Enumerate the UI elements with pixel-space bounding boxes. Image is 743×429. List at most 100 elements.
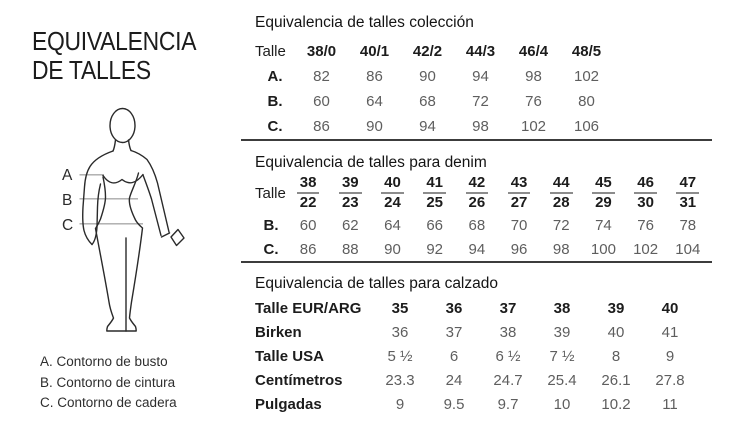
size-value: 102 [520,118,547,135]
size-value: 9.5 [443,395,465,413]
column-header-talle: Talle [255,184,286,202]
row-label: Talle EUR/ARG [255,299,362,317]
silhouette-outline [82,107,185,332]
size-value: 6 [449,347,459,365]
section-title-calzado: Equivalencia de talles para calzado [255,275,498,292]
size-value: 25.4 [547,371,577,389]
figure-label-c: C [62,217,73,234]
measure-lines [79,174,143,225]
size-value: 7 ½ [549,347,575,365]
size-value: 76 [525,93,542,110]
page-title: EQUIVALENCIA DE TALLES [32,26,197,85]
row-label: A. [267,68,283,85]
size-value: 86 [366,68,383,85]
size-value: 27.8 [655,371,685,389]
size-value: 10.2 [601,395,631,413]
section-divider-2 [241,261,712,263]
legend-item-busto: A. Contorno de busto [40,354,168,369]
size-value: 74 [595,216,612,234]
denim-size-fraction: 44 28 [540,173,582,213]
column-header-size: 48/5 [571,43,602,60]
size-value: 24 [445,371,463,389]
size-value: 9.7 [497,395,519,413]
size-value: 9 [665,347,675,365]
size-value: 40 [661,299,679,317]
table-calzado: Talle EUR/ARG 35 36 37 38 39 40 Birken 36 37 38 39 4… [255,296,697,416]
row-label: Centímetros [255,371,343,389]
size-value: 37 [499,299,517,317]
size-value: 98 [472,118,489,135]
denim-size-fraction: 41 25 [414,173,456,213]
page-title-line1: EQUIVALENCIA [32,26,197,56]
section-divider-1 [241,139,712,141]
size-value: 40 [607,323,625,341]
size-value: 86 [299,240,317,258]
size-value: 90 [419,68,436,85]
size-value: 62 [341,216,359,234]
column-header-size: 44/3 [465,43,496,60]
size-value: 36 [445,299,463,317]
size-value: 94 [472,68,489,85]
figure-label-a: A [62,167,73,184]
size-value: 39 [607,299,625,317]
size-value: 38 [553,299,571,317]
size-value: 72 [472,93,489,110]
size-value: 68 [419,93,436,110]
column-header-size: 46/4 [518,43,549,60]
size-value: 100 [590,240,616,258]
size-value: 90 [366,118,383,135]
size-value: 98 [552,240,570,258]
table-denim: Talle 38 22 39 23 40 24 41 25 42 26 43 27 44 28 45 29 46 3… [255,173,709,261]
size-value: 106 [573,118,600,135]
size-value: 88 [341,240,359,258]
size-value: 90 [384,240,401,258]
table-coleccion: Talle 38/0 40/1 42/2 44/3 46/4 48/5 A. 82 86 90 94 9… [255,39,613,139]
denim-size-fraction: 43 27 [498,173,540,213]
denim-size-fraction: 45 29 [582,173,624,213]
size-value: 6 ½ [495,347,521,365]
figure-hand [170,228,185,247]
figure-label-b: B [62,192,72,209]
size-value: 66 [426,216,443,234]
size-value: 80 [578,93,595,110]
row-label: Pulgadas [255,395,322,413]
size-value: 86 [313,118,330,135]
size-value: 70 [510,216,528,234]
row-label: Talle USA [255,347,324,365]
row-label: B. [263,216,279,234]
size-value: 23.3 [385,371,415,389]
row-label: C. [267,118,283,135]
denim-size-fraction: 42 26 [456,173,498,213]
size-value: 24.7 [493,371,523,389]
size-value: 102 [573,68,600,85]
column-header-size: 38/0 [306,43,337,60]
size-value: 8 [611,347,621,365]
denim-size-fraction: 46 30 [625,173,667,213]
size-value: 64 [366,93,383,110]
legend-item-cintura: B. Contorno de cintura [40,374,176,390]
size-value: 36 [391,323,409,341]
size-value: 92 [426,240,443,258]
size-value: 9 [395,395,405,413]
page-title-line2: DE TALLES [32,55,151,85]
body-measurement-figure: A B C [30,95,230,345]
denim-size-fraction: 47 31 [667,173,709,213]
size-value: 94 [468,240,486,258]
measure-letters: A B C [62,167,73,234]
section-title-coleccion: Equivalencia de talles colección [255,14,474,31]
legend-item-cadera: C. Contorno de cadera [40,395,177,410]
size-value: 26.1 [601,371,631,389]
size-value: 94 [419,118,436,135]
size-value: 98 [525,68,542,85]
size-value: 35 [391,299,409,317]
denim-size-fraction: 40 24 [371,173,413,213]
size-value: 96 [510,240,528,258]
size-value: 72 [552,216,570,234]
size-value: 5 ½ [387,347,413,365]
figure-head [109,107,136,144]
size-value: 39 [553,323,571,341]
column-header-size: 40/1 [359,43,390,60]
denim-size-fraction: 39 23 [329,173,371,213]
size-value: 82 [313,68,330,85]
